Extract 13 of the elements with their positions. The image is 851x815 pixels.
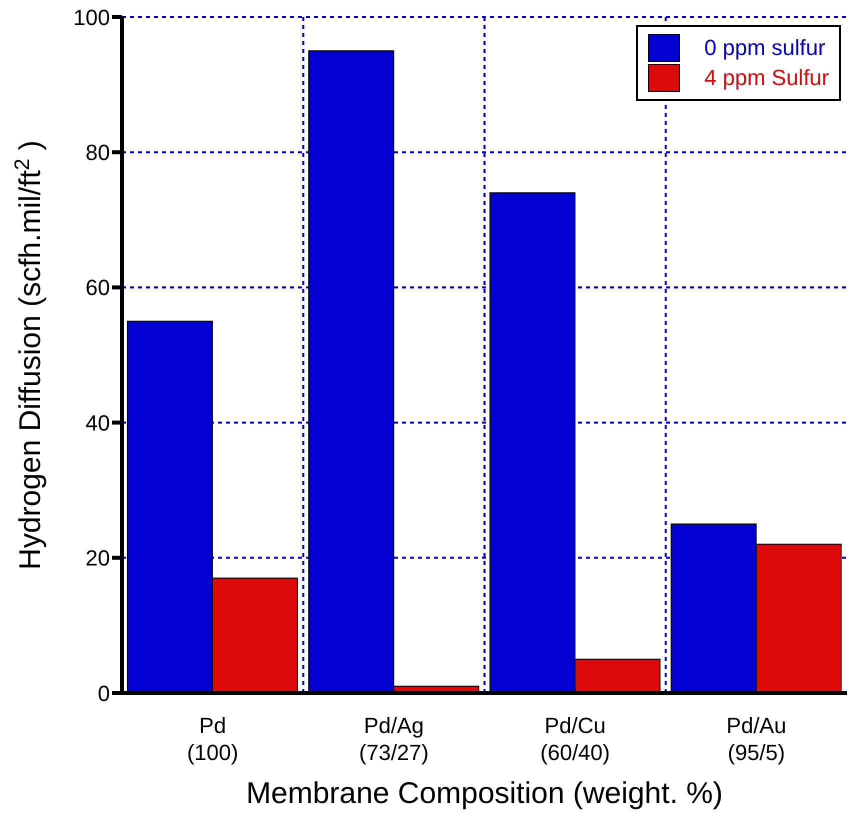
x-tick-label: Pd/Ag (73/27) bbox=[359, 713, 429, 765]
y-tick-label: 40 bbox=[86, 410, 110, 436]
y-tick-label: 100 bbox=[73, 4, 110, 30]
y-tick-label: 60 bbox=[86, 275, 110, 300]
legend-label: 4 ppm Sulfur bbox=[704, 65, 829, 91]
y-tick-label: 80 bbox=[86, 140, 110, 166]
x-tick-label: Pd/Au (95/5) bbox=[726, 713, 786, 765]
x-tick-label: Pd (100) bbox=[186, 713, 238, 765]
y-tick-label: 0 bbox=[98, 680, 110, 706]
legend-label: 0 ppm sulfur bbox=[704, 35, 826, 61]
x-axis-title: Membrane Composition (weight. %) bbox=[246, 777, 723, 810]
x-tick-label: Pd/Cu (60/40) bbox=[540, 713, 610, 765]
y-tick-label: 20 bbox=[86, 546, 110, 571]
